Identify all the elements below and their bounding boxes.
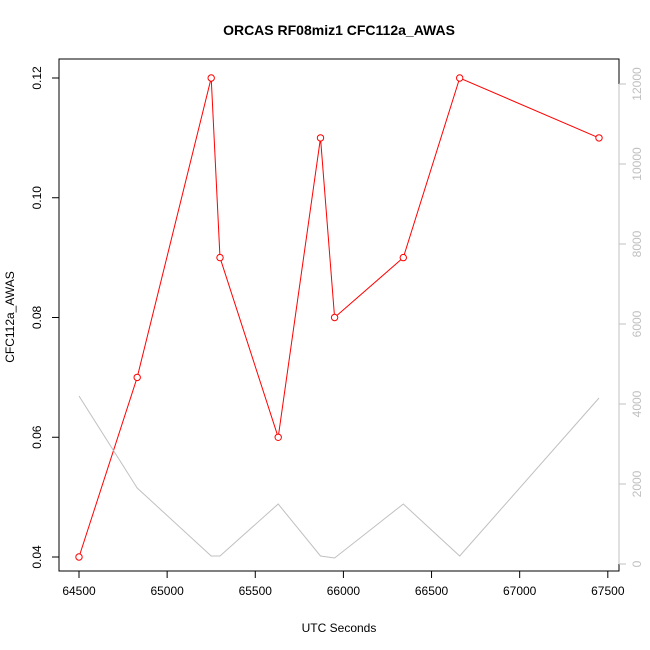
y-tick-label: 0.12 (30, 66, 44, 90)
y-axis-label: CFC112a_AWAS (3, 271, 17, 363)
y2-tick-label: 6000 (630, 310, 644, 337)
chart-title: ORCAS RF08miz1 CFC112a_AWAS (223, 22, 455, 38)
y2-tick-label: 0 (630, 560, 644, 567)
series-layer (75, 74, 603, 561)
y2-tick-label: 12000 (630, 67, 644, 101)
data-point (133, 373, 141, 382)
x-tick-label: 65500 (239, 584, 273, 598)
data-point (595, 134, 603, 142)
x-tick-label: 67000 (503, 584, 537, 598)
y2-tick-label: 10000 (630, 147, 644, 181)
y2-tick-label: 4000 (630, 390, 644, 417)
y-axis-left: 0.04 0.06 0.08 0.10 0.12 (30, 66, 60, 569)
y2-tick-label: 2000 (630, 470, 644, 497)
y-tick-label: 0.04 (30, 545, 44, 569)
data-point (207, 74, 215, 82)
y-axis-right: 0 2000 4000 6000 8000 10000 12000 (618, 67, 644, 567)
y-tick-label: 0.06 (30, 425, 44, 449)
data-point (399, 253, 407, 262)
plot-frame (58, 58, 620, 572)
data-point (330, 313, 339, 322)
x-axis-label: UTC Seconds (302, 621, 377, 635)
data-point (456, 74, 464, 82)
x-tick-label: 65000 (150, 584, 184, 598)
data-point (316, 134, 325, 142)
y-tick-label: 0.10 (30, 186, 44, 210)
x-tick-label: 67500 (591, 584, 625, 598)
y2-tick-label: 8000 (630, 230, 644, 257)
data-point (216, 253, 224, 262)
data-point (274, 433, 282, 441)
y-tick-label: 0.08 (30, 305, 44, 329)
series-line-2 (78, 395, 600, 559)
data-point (75, 553, 83, 561)
x-tick-label: 64500 (62, 584, 96, 598)
x-axis: 64500 65000 65500 66000 66500 67000 67500 (62, 570, 625, 598)
x-tick-label: 66000 (327, 584, 361, 598)
series-line-1 (78, 77, 600, 558)
x-tick-label: 66500 (415, 584, 449, 598)
